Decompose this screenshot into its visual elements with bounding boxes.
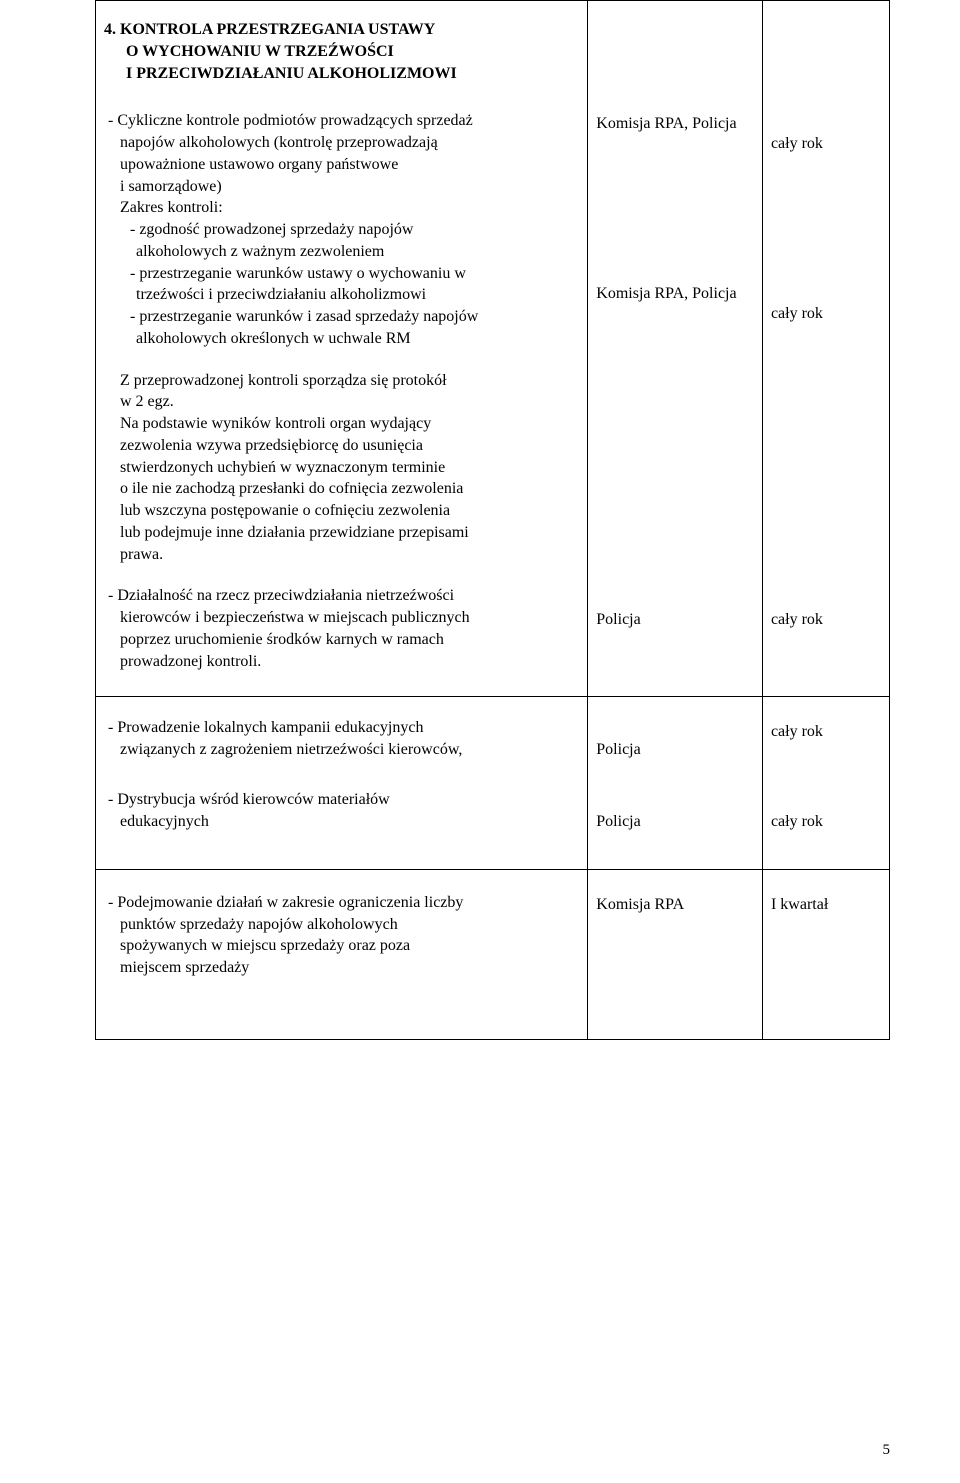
period-value: cały rok (771, 721, 881, 743)
text-line: - Podejmowanie działań w zakresie ograni… (108, 892, 579, 914)
text-line: zezwolenia wzywa przedsiębiorcę do usuni… (120, 435, 579, 457)
table-row: - Podejmowanie działań w zakresie ograni… (96, 869, 890, 1039)
paragraph: - Cykliczne kontrole podmiotów prowadząc… (108, 110, 579, 349)
responsible-entity: Komisja RPA, Policja (596, 113, 754, 135)
table-row: - Prowadzenie lokalnych kampanii edukacy… (96, 697, 890, 870)
text-line: lub wszczyna postępowanie o cofnięciu ze… (120, 500, 579, 522)
period-value: cały rok (771, 133, 881, 155)
paragraph: - Prowadzenie lokalnych kampanii edukacy… (108, 717, 579, 761)
text-line: - przestrzeganie warunków i zasad sprzed… (108, 306, 579, 328)
page-number: 5 (883, 1442, 891, 1459)
paragraph: - Dystrybucja wśród kierowców materiałów… (108, 789, 579, 833)
section-heading: 4. KONTROLA PRZESTRZEGANIA USTAWY O WYCH… (104, 19, 579, 84)
heading-line: 4. KONTROLA PRZESTRZEGANIA USTAWY (104, 19, 579, 41)
paragraph: - Działalność na rzecz przeciwdziałania … (108, 585, 579, 672)
period-value: cały rok (771, 609, 881, 631)
text-line: punktów sprzedaży napojów alkoholowych (108, 914, 579, 936)
responsible-entity: Policja (596, 811, 754, 833)
cell-responsible: Policja Policja (588, 697, 763, 870)
text-line: i samorządowe) (108, 176, 579, 198)
paragraph: - Podejmowanie działań w zakresie ograni… (108, 892, 579, 979)
cell-period: cały rok cały rok (762, 697, 889, 870)
text-line: w 2 egz. (120, 391, 579, 413)
text-line: alkoholowych określonych w uchwale RM (108, 328, 579, 350)
text-line: kierowców i bezpieczeństwa w miejscach p… (108, 607, 579, 629)
responsible-entity: Komisja RPA, Policja (596, 283, 754, 305)
content-table: 4. KONTROLA PRZESTRZEGANIA USTAWY O WYCH… (95, 0, 890, 1040)
text-line: związanych z zagrożeniem nietrzeźwości k… (108, 739, 579, 761)
responsible-entity: Komisja RPA (596, 894, 754, 916)
cell-description: - Prowadzenie lokalnych kampanii edukacy… (96, 697, 588, 870)
paragraph: Z przeprowadzonej kontroli sporządza się… (120, 370, 579, 566)
text-line: prawa. (120, 544, 579, 566)
document-page: 4. KONTROLA PRZESTRZEGANIA USTAWY O WYCH… (0, 0, 960, 1483)
period-value: cały rok (771, 811, 881, 833)
text-line: o ile nie zachodzą przesłanki do cofnięc… (120, 478, 579, 500)
text-line: napojów alkoholowych (kontrolę przeprowa… (108, 132, 579, 154)
text-line: miejscem sprzedaży (108, 957, 579, 979)
text-line: prowadzonej kontroli. (108, 651, 579, 673)
cell-period: cały rok cały rok cały rok (762, 1, 889, 697)
text-line: - przestrzeganie warunków ustawy o wycho… (108, 263, 579, 285)
text-line: stwierdzonych uchybień w wyznaczonym ter… (120, 457, 579, 479)
text-line: - Cykliczne kontrole podmiotów prowadząc… (108, 110, 579, 132)
text-line: - zgodność prowadzonej sprzedaży napojów (108, 219, 579, 241)
period-value: cały rok (771, 303, 881, 325)
period-value: I kwartał (771, 894, 881, 916)
text-line: - Prowadzenie lokalnych kampanii edukacy… (108, 717, 579, 739)
cell-responsible: Komisja RPA (588, 869, 763, 1039)
text-line: spożywanych w miejscu sprzedaży oraz poz… (108, 935, 579, 957)
text-line: poprzez uruchomienie środków karnych w r… (108, 629, 579, 651)
text-line: lub podejmuje inne działania przewidzian… (120, 522, 579, 544)
cell-responsible: Komisja RPA, Policja Komisja RPA, Policj… (588, 1, 763, 697)
heading-line: O WYCHOWANIU W TRZEŹWOŚCI (126, 41, 579, 63)
cell-description: - Podejmowanie działań w zakresie ograni… (96, 869, 588, 1039)
heading-line: I PRZECIWDZIAŁANIU ALKOHOLIZMOWI (126, 63, 579, 85)
text-line: upoważnione ustawowo organy państwowe (108, 154, 579, 176)
text-line: - Działalność na rzecz przeciwdziałania … (108, 585, 579, 607)
cell-period: I kwartał (762, 869, 889, 1039)
text-line: Na podstawie wyników kontroli organ wyda… (120, 413, 579, 435)
text-line: Z przeprowadzonej kontroli sporządza się… (120, 370, 579, 392)
responsible-entity: Policja (596, 609, 754, 631)
table-row: 4. KONTROLA PRZESTRZEGANIA USTAWY O WYCH… (96, 1, 890, 697)
text-line: - Dystrybucja wśród kierowców materiałów (108, 789, 579, 811)
text-line: Zakres kontroli: (108, 197, 579, 219)
text-line: edukacyjnych (108, 811, 579, 833)
responsible-entity: Policja (596, 739, 754, 761)
text-line: trzeźwości i przeciwdziałaniu alkoholizm… (108, 284, 579, 306)
cell-description: 4. KONTROLA PRZESTRZEGANIA USTAWY O WYCH… (96, 1, 588, 697)
text-line: alkoholowych z ważnym zezwoleniem (108, 241, 579, 263)
